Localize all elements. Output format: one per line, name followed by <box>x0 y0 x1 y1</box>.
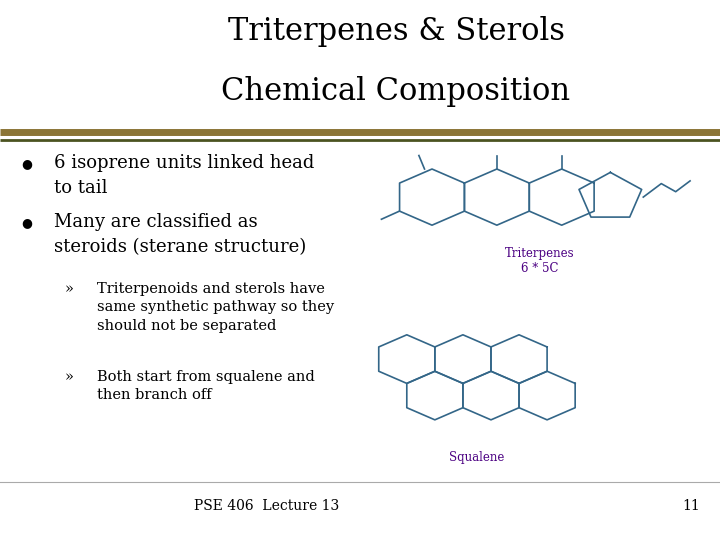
Text: Squalene: Squalene <box>449 451 505 464</box>
Text: 11: 11 <box>683 500 700 514</box>
Text: Chemical Composition: Chemical Composition <box>222 76 570 106</box>
Text: Many are classified as
steroids (sterane structure): Many are classified as steroids (sterane… <box>54 213 306 256</box>
Text: Triterpenes & Sterols: Triterpenes & Sterols <box>228 16 564 47</box>
Text: ●: ● <box>22 157 32 170</box>
Text: ●: ● <box>22 216 32 229</box>
Text: 6 isoprene units linked head
to tail: 6 isoprene units linked head to tail <box>54 154 315 197</box>
Text: Triterpenoids and sterols have
same synthetic pathway so they
should not be sepa: Triterpenoids and sterols have same synt… <box>97 282 334 333</box>
Text: PSE 406  Lecture 13: PSE 406 Lecture 13 <box>194 500 339 514</box>
Text: Triterpenes
6 * 5C: Triterpenes 6 * 5C <box>505 247 575 275</box>
Text: Both start from squalene and
then branch off: Both start from squalene and then branch… <box>97 370 315 402</box>
Text: »: » <box>65 370 73 384</box>
Text: »: » <box>65 282 73 296</box>
